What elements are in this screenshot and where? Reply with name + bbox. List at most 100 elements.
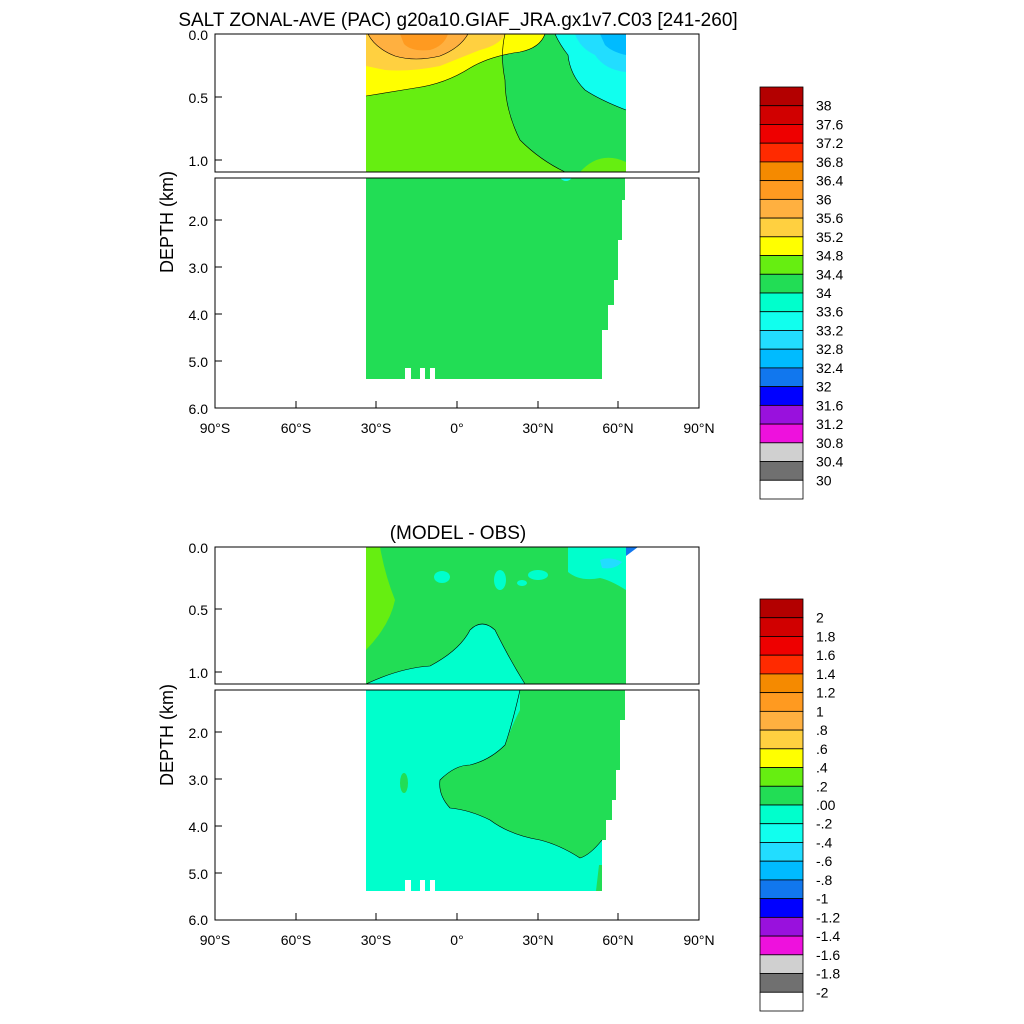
y-tick-label: 3.0 <box>189 772 209 788</box>
colorbar-box <box>759 311 804 331</box>
x-tick-label: 90°S <box>200 932 231 948</box>
colorbar-box <box>759 935 804 956</box>
y-tick-label: 0.0 <box>189 27 209 43</box>
colorbar-box <box>759 692 804 712</box>
colorbar-box <box>759 273 804 294</box>
colorbar-box <box>759 804 804 825</box>
colorbar-label: 37.2 <box>816 135 843 151</box>
colorbar-box <box>759 785 804 806</box>
fill-diff-minus-0.2 <box>366 624 525 684</box>
x-tick-label: 90°S <box>200 420 231 436</box>
x-tick-label: 60°N <box>602 932 633 948</box>
fill-salinity-36.4 <box>400 34 448 51</box>
fill-diff-minus-0.2 <box>568 547 626 590</box>
colorbar-label: .8 <box>816 722 828 738</box>
colorbar-box <box>759 654 804 675</box>
fill-diff-minus-0.4 <box>600 558 622 569</box>
colorbar-box <box>759 330 804 350</box>
colorbar-box <box>759 617 804 637</box>
contour-line <box>367 33 469 60</box>
colorbar-label: 1.6 <box>816 647 836 663</box>
bottom-upper-frame <box>214 546 700 685</box>
colorbar-box <box>759 823 804 843</box>
top-lower-panel-fill <box>366 178 625 379</box>
colorbar-label: .2 <box>816 778 828 794</box>
y-tick-label: 5.0 <box>189 866 209 882</box>
colorbar-label: 36.8 <box>816 154 843 170</box>
x-tick-label: 0° <box>450 932 463 948</box>
colorbar-box <box>759 198 804 219</box>
top-colorbar: 38 37.6 37.2 36.8 36.4 36 35.6 35.2 34.8 34.4 34 33… <box>759 86 843 500</box>
colorbar-box <box>759 461 804 481</box>
y-tick-label: 6.0 <box>189 401 209 417</box>
colorbar-box <box>759 404 804 425</box>
y-tick-label: 1.0 <box>189 153 209 169</box>
colorbar-label: 38 <box>816 98 832 114</box>
fill-diff-minus-0.2 <box>517 580 527 586</box>
colorbar-box <box>759 423 804 444</box>
bottom-y-axis-label: DEPTH (km) <box>157 684 177 786</box>
top-y-ticks: 0.0 0.5 1.0 2.0 3.0 4.0 5.0 6.0 <box>189 27 222 417</box>
colorbar-box <box>759 916 804 937</box>
x-tick-label: 60°S <box>281 932 312 948</box>
contour-line <box>439 689 603 859</box>
colorbar-box <box>759 479 804 500</box>
colorbar-label: -.6 <box>816 853 833 869</box>
y-tick-label: 0.5 <box>189 90 209 106</box>
colorbar-box <box>759 348 804 369</box>
colorbar-label: 33.2 <box>816 322 843 338</box>
top-title: SALT ZONAL-AVE (PAC) g20a10.GIAF_JRA.gx1… <box>178 10 737 31</box>
colorbar-box <box>759 729 804 750</box>
colorbar-label: 2 <box>816 610 824 626</box>
colorbar-box <box>759 442 804 462</box>
colorbar-label: 33.6 <box>816 304 843 320</box>
bottom-colorbar: 21.81.61.41.21.8.6.4.2.00-.2-.4-.6-.8-1-… <box>759 598 840 1012</box>
fill-diff-0 <box>400 773 408 793</box>
y-tick-label: 0.0 <box>189 540 209 556</box>
fill-diff-0 <box>439 690 625 858</box>
bottom-lower-panel-fill <box>366 689 625 891</box>
y-tick-label: 5.0 <box>189 354 209 370</box>
colorbar-box <box>759 217 804 238</box>
colorbar-label: 34 <box>816 285 832 301</box>
colorbar-box <box>759 710 804 731</box>
colorbar-label: -2 <box>816 984 829 1000</box>
y-tick-label: 2.0 <box>189 725 209 741</box>
colorbar-label: -.2 <box>816 816 833 832</box>
colorbar-box <box>759 292 804 313</box>
colorbar-box <box>759 142 804 163</box>
contour-line <box>502 33 566 173</box>
y-tick-label: 6.0 <box>189 912 209 928</box>
y-tick-label: 1.0 <box>189 665 209 681</box>
colorbar-box <box>759 180 804 200</box>
colorbar-box <box>759 636 804 656</box>
x-tick-label: 30°N <box>522 932 553 948</box>
colorbar-box <box>759 879 804 900</box>
colorbar-box <box>759 748 804 768</box>
colorbar-label: .00 <box>816 797 836 813</box>
fill-diff-0 <box>596 865 602 891</box>
colorbar-label: -1.4 <box>816 928 840 944</box>
bottom-y-ticks: 0.0 0.5 1.0 2.0 3.0 4.0 5.0 6.0 <box>189 540 222 928</box>
colorbar-box <box>759 105 804 125</box>
colorbar-box <box>759 673 804 694</box>
contour-line <box>365 33 546 97</box>
colorbar-label: 36.4 <box>816 173 843 189</box>
colorbar-label: 30 <box>816 472 832 488</box>
fill-salinity-34 <box>560 178 572 181</box>
colorbar-label: 1.8 <box>816 628 836 644</box>
colorbar-label: 35.2 <box>816 229 843 245</box>
colorbar-box <box>759 842 804 862</box>
colorbar-label: 32.8 <box>816 341 843 357</box>
bottom-x-ticks: 90°S 60°S 30°S 0° 30°N 60°N 90°N <box>200 913 715 948</box>
fill-diff-minus-0.2 <box>434 571 450 583</box>
colorbar-label: 31.6 <box>816 397 843 413</box>
top-y-axis-label: DEPTH (km) <box>157 171 177 273</box>
colorbar-label: 35.6 <box>816 210 843 226</box>
x-tick-label: 60°N <box>602 420 633 436</box>
y-tick-label: 4.0 <box>189 307 209 323</box>
colorbar-label: .4 <box>816 760 828 776</box>
x-tick-label: 30°N <box>522 420 553 436</box>
colorbar-box <box>759 255 804 275</box>
colorbar-label: .6 <box>816 741 828 757</box>
